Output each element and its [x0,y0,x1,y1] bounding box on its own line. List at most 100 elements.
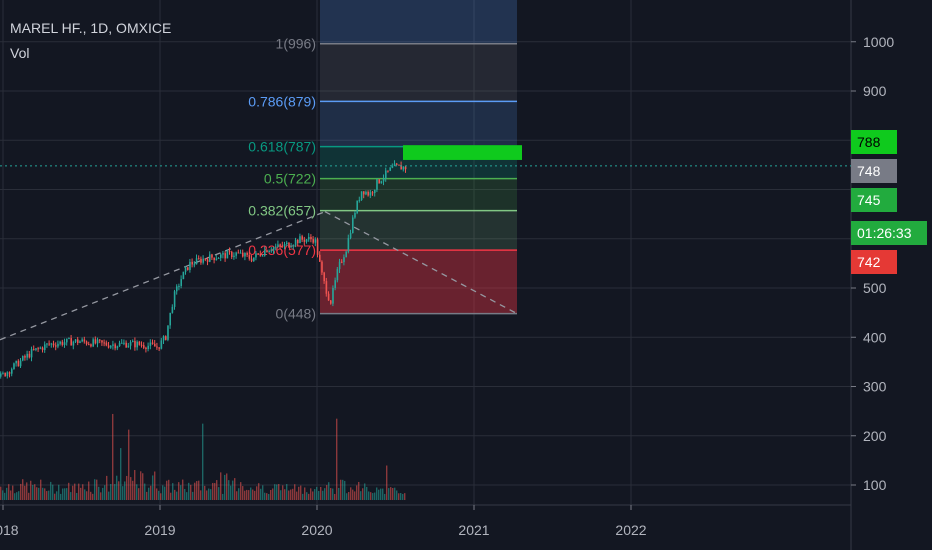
x-tick-label-2020: 2020 [301,522,332,538]
candle-body [72,341,75,346]
volume-bar [400,492,402,500]
volume-bar [334,493,336,500]
candle-body [24,356,26,358]
volume-bars [0,413,406,500]
candle-body [112,344,114,346]
volume-indicator-label[interactable]: Vol [10,45,30,61]
candle-body [55,345,57,347]
volume-bar [308,493,310,500]
candle-body [206,259,209,262]
candle-body [286,242,288,245]
candle-body [143,345,145,348]
candle-body [101,340,103,343]
volume-bar [12,485,14,500]
volume-bar [280,490,282,500]
volume-bar [356,485,358,500]
candle-body [297,239,299,244]
volume-bar [194,482,196,500]
candle-body [242,252,244,257]
volume-bar [358,481,360,500]
bar-countdown: 01:26:33 [851,221,927,245]
candle-body [118,342,121,347]
candle-body [325,281,328,294]
volume-bar [372,493,374,500]
candle-body [85,341,88,345]
candle-body [63,342,66,345]
candle-body [376,179,378,190]
candle-body [270,250,273,252]
price-axis: 100 200 300 400 500 900 1000 [851,34,894,493]
candle-body [400,165,402,170]
candle-body [292,245,295,247]
volume-bar [168,479,170,500]
fib-zone-top [320,0,517,44]
candle-body [52,343,55,346]
y-tick-label-200: 200 [863,428,887,444]
volume-bar [300,485,302,500]
volume-bar [16,492,18,500]
volume-bar [68,482,70,500]
candle-body [151,342,154,344]
volume-bar [210,489,212,500]
volume-bar [284,489,286,500]
candle-body [22,356,24,361]
candle-body [74,339,77,342]
candle-body [57,343,59,347]
candle-body [369,192,372,196]
time-axis: 2018 2019 2020 2021 2022 [0,505,647,538]
volume-bar [374,492,376,500]
volume-bar [190,484,192,500]
candle-body [30,349,33,358]
volume-bar [84,489,86,500]
volume-bar [208,488,210,500]
candle-body [248,254,251,259]
candle-body [316,239,319,255]
candle-body [88,344,90,346]
candle-body [180,279,182,286]
candlestick-series [0,160,851,379]
fib-label-6: 0(448) [276,306,316,322]
volume-bar [38,487,40,500]
volume-bar [314,489,316,500]
candle-body [222,253,224,255]
candle-body [226,251,229,259]
volume-bar [142,473,144,500]
candle-body [314,239,317,243]
candle-body [15,360,17,364]
volume-bar [198,480,200,500]
volume-bar [92,493,94,500]
volume-bar [232,480,234,500]
y-tick-label-500: 500 [863,280,887,296]
candle-body [92,339,94,347]
volume-bar [386,465,388,500]
candle-body [17,360,20,367]
volume-bar [326,485,328,500]
candle-body [343,257,345,263]
volume-bar [258,483,260,500]
candle-body [129,342,132,346]
volume-bar [102,487,104,500]
candle-body [167,325,169,340]
volume-bar [240,482,242,500]
candle-body [26,353,28,358]
candle-body [81,339,83,342]
volume-bar [348,491,350,500]
volume-bar [252,489,254,500]
volume-bar [150,485,152,500]
volume-bar [48,490,50,500]
candle-body [134,341,136,348]
volume-bar [82,484,84,500]
candle-body [191,261,193,265]
volume-bar [266,493,268,500]
volume-bar [316,486,318,500]
candle-body [145,347,147,350]
volume-bar [72,485,74,500]
candle-body [8,372,11,374]
volume-bar [112,413,114,500]
symbol-title[interactable]: MAREL HF., 1D, OMXICE [10,20,172,36]
candle-body [83,339,86,342]
candle-body [237,252,240,254]
volume-bar [362,488,364,500]
candle-body [127,345,130,348]
